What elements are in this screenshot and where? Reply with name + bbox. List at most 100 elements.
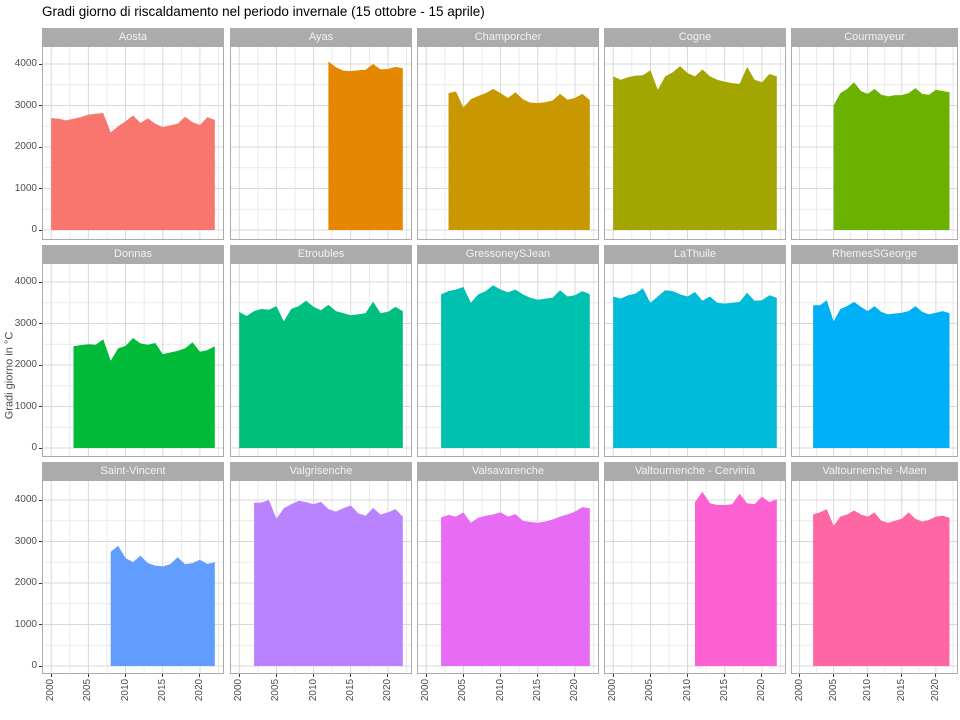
y-tick-mark [39,364,42,366]
facet-chart [605,47,785,239]
facet-panel [230,46,412,240]
y-tick-label: 0 [31,660,37,671]
facet-strip: Champorcher [417,28,599,46]
x-tick-mark [50,674,52,677]
area-series [328,61,403,230]
y-tick-mark [39,188,42,189]
facet-panel [42,46,224,240]
y-tick-label: 4000 [14,276,37,287]
x-tick-mark [125,674,127,677]
x-tick-label: 2015 [531,678,543,702]
area-series [813,509,950,666]
facet-chart [418,481,598,673]
facet-strip: Saint-Vincent [42,462,224,480]
facet-chart [43,47,223,239]
y-tick-mark [39,281,42,283]
y-tick-label: 2000 [14,577,37,588]
x-tick-mark [537,674,539,677]
facet-chart [231,264,411,456]
x-tick-label: 2000 [45,678,57,702]
x-tick-label: 2005 [270,678,282,702]
facet-panel [230,480,412,674]
facet-strip: LaThuile [604,245,786,263]
x-tick-label: 2000 [233,678,245,702]
x-tick-mark [612,674,614,677]
facet-panel [42,480,224,674]
y-tick-mark [39,105,42,106]
x-tick-label: 2010 [307,678,319,702]
y-tick-label: 2000 [14,141,37,152]
facet-strip: Valtournenche -Maen [791,462,958,480]
area-series [613,288,777,448]
facet-strip: Donnas [42,245,224,263]
y-tick-mark [39,229,42,231]
x-tick-mark [387,674,389,677]
facet-chart [418,47,598,239]
y-tick-label: 4000 [14,494,37,505]
x-tick-label: 2020 [193,678,205,702]
facet-chart [792,264,957,456]
y-tick-mark [39,323,42,324]
x-tick-label: 2005 [457,678,469,702]
x-tick-mark [724,674,726,677]
facet-panel [42,263,224,457]
facet-chart [43,481,223,673]
x-tick-mark [833,674,835,677]
x-tick-label: 2015 [895,678,907,702]
facet-panel [417,46,599,240]
x-tick-label: 2005 [827,678,839,702]
x-tick-label: 2015 [718,678,730,702]
y-tick-label: 1000 [14,618,37,630]
facet-strip: Ayas [230,28,412,46]
facet-strip: Etroubles [230,245,412,263]
y-tick-mark [39,447,42,449]
area-series [695,491,777,666]
area-series [239,300,403,448]
y-tick-label: 3000 [14,317,37,329]
x-tick-mark [350,674,352,677]
y-tick-mark [39,665,42,667]
facet-panel [791,480,958,674]
x-tick-label: 2010 [681,678,693,702]
facet-panel [604,46,786,240]
y-tick-label: 0 [31,442,37,453]
area-series [613,66,777,230]
chart-title: Gradi giorno di riscaldamento nel period… [42,4,485,19]
x-tick-label: 2020 [929,678,941,702]
x-tick-mark [649,674,651,677]
y-tick-mark [39,624,42,625]
area-series [110,545,215,666]
y-tick-label: 2000 [14,359,37,370]
facet-chart [605,264,785,456]
facet-panel [791,46,958,240]
x-tick-mark [901,674,903,677]
x-tick-label: 2005 [644,678,656,702]
x-tick-label: 2010 [119,678,131,702]
y-tick-mark [39,541,42,542]
area-series [51,113,215,230]
facet-chart [231,481,411,673]
x-tick-label: 2010 [494,678,506,702]
facet-strip: Aosta [42,28,224,46]
facet-strip: Cogne [604,28,786,46]
y-tick-label: 0 [31,224,37,235]
x-tick-label: 2010 [861,678,873,702]
y-tick-label: 3000 [14,535,37,547]
x-tick-mark [574,674,576,677]
x-tick-mark [500,674,502,677]
facet-panel [791,263,958,457]
y-tick-mark [39,499,42,501]
facet-chart [43,264,223,456]
x-tick-mark [867,674,869,677]
y-tick-label: 1000 [14,400,37,412]
x-tick-mark [162,674,164,677]
area-series [813,300,950,448]
area-series [833,82,950,230]
area-series [254,500,403,666]
facet-panel [604,263,786,457]
facet-chart [231,47,411,239]
area-series [441,285,590,448]
facet-chart [792,47,957,239]
facet-panel [417,480,599,674]
